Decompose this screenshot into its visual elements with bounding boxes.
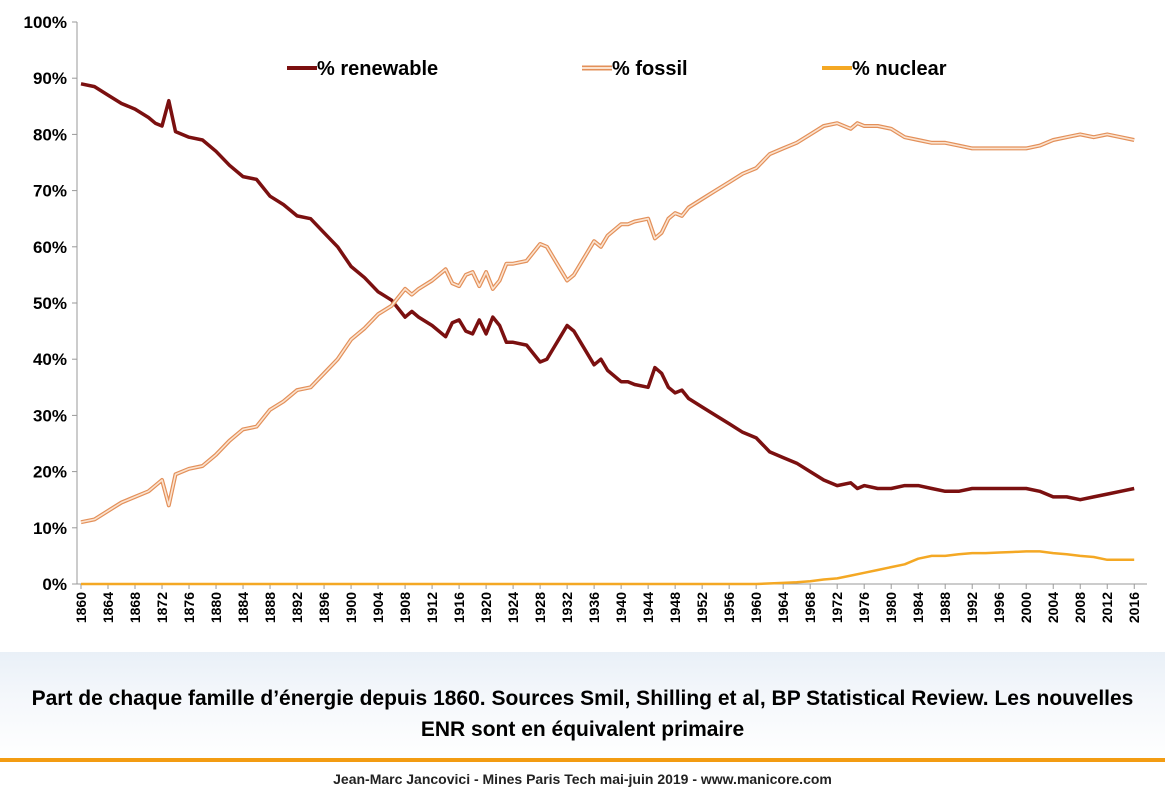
y-tick-label: 40% xyxy=(33,350,67,369)
x-tick-label: 1892 xyxy=(289,592,305,623)
legend-label-renewable: % renewable xyxy=(317,58,438,80)
x-tick-label: 1996 xyxy=(991,592,1007,623)
y-tick-label: 30% xyxy=(33,406,67,425)
x-tick-label: 1912 xyxy=(424,592,440,623)
x-tick-label: 1964 xyxy=(775,592,791,623)
y-axis-ticks: 0% 10% 20% 30% 40% 50% 60% 70% 80% 90% 100% xyxy=(24,13,77,594)
y-tick-label: 60% xyxy=(33,238,67,257)
figure-caption: Part de chaque famille d’énergie depuis … xyxy=(31,687,1134,741)
x-tick-label: 1900 xyxy=(343,592,359,623)
x-tick-label: 1876 xyxy=(181,592,197,623)
x-tick-label: 1936 xyxy=(586,592,602,623)
x-tick-label: 1984 xyxy=(910,592,926,623)
x-tick-label: 2004 xyxy=(1045,592,1061,623)
x-axis-ticks: 1860 1864 1868 1872 1876 1880 1884 1888 1892 1896… xyxy=(73,584,1142,623)
x-tick-label: 1968 xyxy=(802,592,818,623)
y-tick-label: 70% xyxy=(33,182,67,201)
series-renewable-line xyxy=(80,82,1135,502)
caption-band xyxy=(0,652,1165,760)
x-tick-label: 1864 xyxy=(100,592,116,623)
x-tick-label: 2012 xyxy=(1099,592,1115,623)
x-tick-label: 1884 xyxy=(235,592,251,623)
axes xyxy=(76,22,1147,585)
x-tick-label: 1920 xyxy=(478,592,494,623)
y-tick-label: 20% xyxy=(33,463,67,482)
x-tick-label: 1944 xyxy=(640,592,656,623)
x-tick-label: 2000 xyxy=(1018,592,1034,623)
y-tick-label: 80% xyxy=(33,125,67,144)
x-tick-label: 1924 xyxy=(505,592,521,623)
x-tick-label: 2008 xyxy=(1072,592,1088,623)
x-tick-label: 1908 xyxy=(397,592,413,623)
x-tick-label: 1928 xyxy=(532,592,548,623)
accent-bar xyxy=(0,758,1165,762)
y-tick-label: 100% xyxy=(24,13,67,32)
x-tick-label: 1960 xyxy=(748,592,764,623)
x-tick-label: 1888 xyxy=(262,592,278,623)
x-tick-label: 1868 xyxy=(127,592,143,623)
series-fossil-outline xyxy=(80,121,1135,525)
x-tick-label: 1872 xyxy=(154,592,170,623)
x-tick-label: 1956 xyxy=(721,592,737,623)
series-lines xyxy=(80,82,1135,586)
x-tick-label: 1940 xyxy=(613,592,629,623)
x-tick-label: 1976 xyxy=(856,592,872,623)
x-tick-label: 1980 xyxy=(883,592,899,623)
x-tick-label: 1880 xyxy=(208,592,224,623)
y-tick-label: 90% xyxy=(33,69,67,88)
y-tick-label: 50% xyxy=(33,294,67,313)
x-tick-label: 1988 xyxy=(937,592,953,623)
x-tick-label: 1904 xyxy=(370,592,386,623)
line-chart: 0%10%20%30%40%50%60%70%80%90%100% 1860 18… xyxy=(24,13,1147,623)
x-tick-label: 1860 xyxy=(73,592,89,623)
footer-credit: Jean-Marc Jancovici - Mines Paris Tech m… xyxy=(0,762,1165,792)
chart-area: 0% 10% 20% 30% 40% 50% 60% 70% 80% 90% 100% 1860 18… xyxy=(23,13,1147,624)
y-tick-label: 10% xyxy=(33,519,67,538)
x-tick-label: 1972 xyxy=(829,592,845,623)
x-tick-label: 2016 xyxy=(1126,592,1142,623)
legend-label-fossil: % fossil xyxy=(612,58,688,80)
x-tick-label: 1896 xyxy=(316,592,332,623)
x-tick-label: 1916 xyxy=(451,592,467,623)
x-tick-label: 1948 xyxy=(667,592,683,623)
y-tick-label: 0% xyxy=(42,575,67,594)
x-tick-label: 1992 xyxy=(964,592,980,623)
legend-label-nuclear: % nuclear xyxy=(852,58,947,80)
series-fossil-line xyxy=(80,122,1135,523)
x-tick-label: 1932 xyxy=(559,592,575,623)
x-tick-label: 1952 xyxy=(694,592,710,623)
series-nuclear-line xyxy=(81,550,1135,586)
legend: % renewable % fossil % nuclear xyxy=(287,58,947,80)
